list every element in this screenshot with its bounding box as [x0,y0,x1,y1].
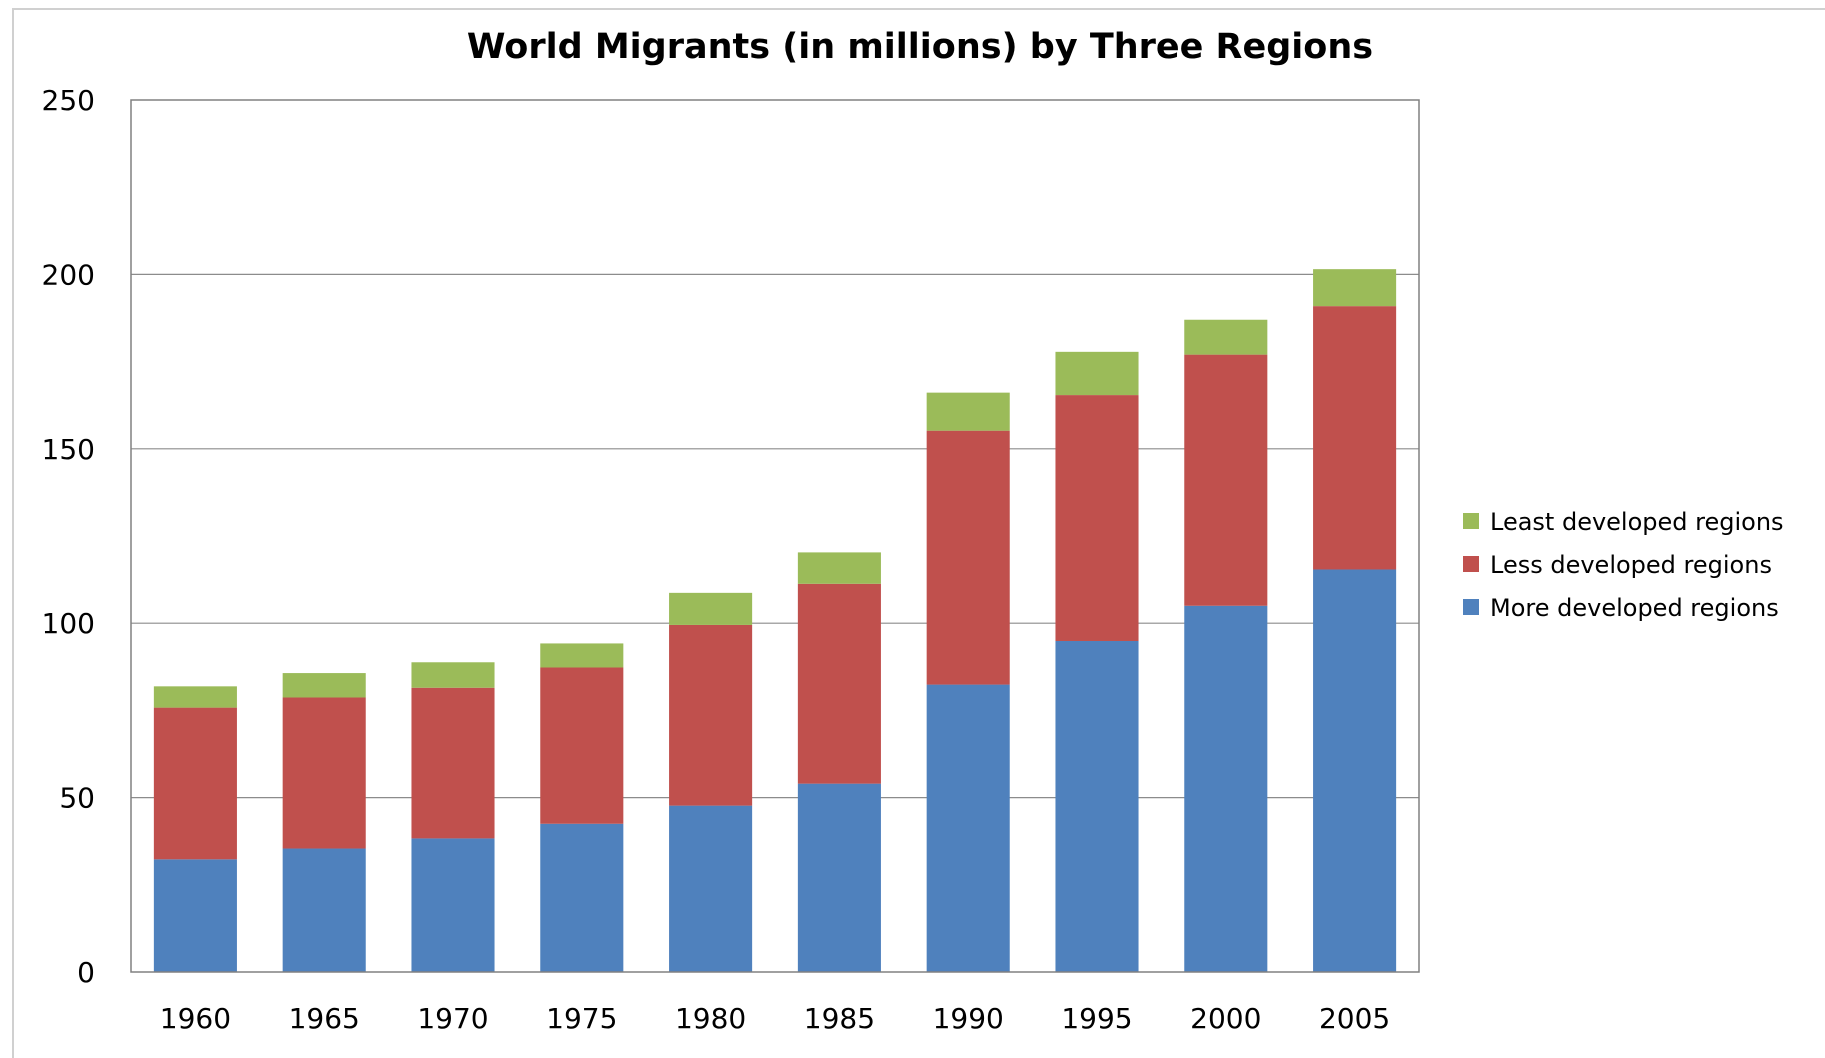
bar-segment-least-developed-regions-2005 [1313,269,1397,307]
y-tick-label: 100 [42,607,95,640]
bar-segment-least-developed-regions-1965 [282,673,366,698]
x-tick-label: 2000 [1190,1002,1261,1035]
x-axis: 1960 1965 1970 1975 1980 1985 1990 1995 2000 2005 [160,1002,1390,1035]
bar-segment-less-developed-regions-2005 [1313,306,1397,570]
bar-segment-least-developed-regions-1980 [669,592,753,625]
x-tick-label: 1990 [933,1002,1004,1035]
x-tick-label: 1965 [289,1002,360,1035]
bar-segment-more-developed-regions-2005 [1313,569,1397,972]
x-tick-label: 1980 [675,1002,746,1035]
y-tick-label: 50 [59,782,95,815]
bar-segment-more-developed-regions-1980 [669,805,753,972]
bar-segment-least-developed-regions-1960 [153,686,237,708]
x-tick-label: 1960 [160,1002,231,1035]
bar-segment-less-developed-regions-1960 [153,707,237,860]
bar-segment-least-developed-regions-1990 [926,392,1010,431]
y-tick-label: 0 [77,956,95,989]
x-tick-label: 1995 [1061,1002,1132,1035]
bar-segment-least-developed-regions-2000 [1184,319,1268,355]
bar-segment-more-developed-regions-1990 [926,684,1010,972]
plot-area-border [130,99,1420,973]
legend-swatch [1463,513,1479,529]
x-tick-label: 1985 [804,1002,875,1035]
bar-segment-less-developed-regions-2000 [1184,354,1268,606]
bar-segment-more-developed-regions-2000 [1184,605,1268,972]
x-tick-label: 1975 [546,1002,617,1035]
bar-segment-least-developed-regions-1970 [411,662,495,688]
bar-segment-more-developed-regions-1975 [540,823,624,972]
chart-title: World Migrants (in millions) by Three Re… [467,27,1373,67]
legend-swatch [1463,556,1479,572]
legend-swatch [1463,599,1479,615]
bar-segment-least-developed-regions-1985 [797,552,881,584]
bar-segment-more-developed-regions-1970 [411,838,495,972]
bar-segment-more-developed-regions-1985 [797,783,881,972]
bar-segment-less-developed-regions-1965 [282,697,366,849]
bar-segment-more-developed-regions-1960 [153,859,237,972]
bar-segment-less-developed-regions-1980 [669,624,753,806]
bar-segment-less-developed-regions-1985 [797,583,881,784]
y-tick-label: 250 [42,84,95,117]
legend-label: More developed regions [1490,594,1779,622]
legend: Least developed regions Less developed re… [1463,508,1784,622]
chart-frame [12,8,1825,1058]
y-tick-label: 150 [42,433,95,466]
bar-segment-more-developed-regions-1995 [1055,640,1139,972]
x-tick-label: 2005 [1319,1002,1390,1035]
bar-segment-less-developed-regions-1990 [926,430,1010,685]
bar-segment-least-developed-regions-1995 [1055,351,1139,396]
y-tick-label: 200 [42,258,95,291]
bar-segment-least-developed-regions-1975 [540,643,624,668]
bars [153,269,1397,972]
legend-label: Less developed regions [1490,551,1772,579]
x-tick-label: 1970 [417,1002,488,1035]
bar-segment-less-developed-regions-1970 [411,687,495,839]
y-axis: 0 50 100 150 200 250 [42,84,95,989]
bar-segment-less-developed-regions-1975 [540,667,624,824]
bar-segment-less-developed-regions-1995 [1055,395,1139,641]
legend-label: Least developed regions [1490,508,1784,536]
bar-segment-more-developed-regions-1965 [282,848,366,972]
